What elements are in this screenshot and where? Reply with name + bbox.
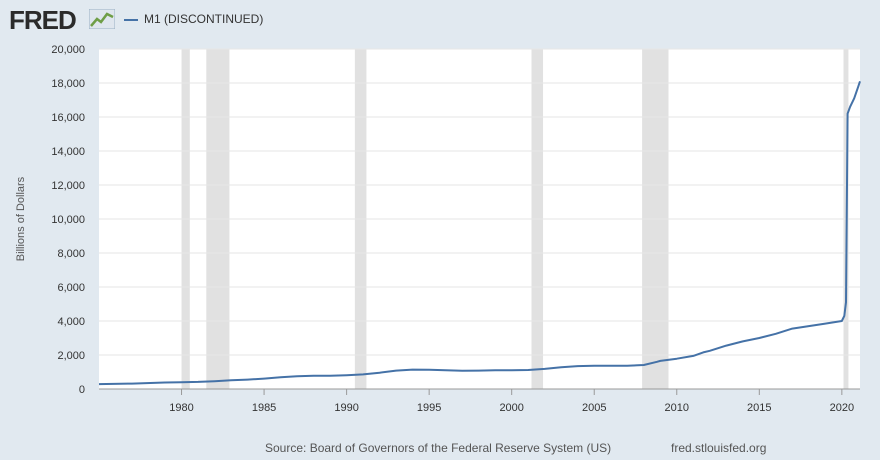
x-tick-label: 1990 [334,402,358,414]
y-axis-ticks: 0 2,000 4,000 6,000 8,000 10,000 12,000 14,000 1… [51,44,85,396]
y-tick-label: 4,000 [57,316,85,328]
x-tick-label: 2020 [830,402,854,414]
y-tick-label: 6,000 [57,282,85,294]
x-tick-label: 1995 [417,402,441,414]
x-tick-label: 2010 [665,402,689,414]
trend-line-icon [89,9,115,29]
x-tick-label: 1980 [169,402,193,414]
gridlines [99,48,860,356]
x-axis-ticks: 1980 1985 1990 1995 2000 2005 2010 2015 2020 [169,389,854,414]
y-tick-label: 20,000 [51,44,85,56]
legend-swatch [124,19,138,21]
source-note: Source: Board of Governors of the Federa… [265,441,612,455]
x-tick-label: 2000 [499,402,523,414]
series-line-0[interactable] [98,80,861,386]
y-tick-label: 8,000 [57,248,85,260]
y-tick-label: 0 [79,384,85,396]
y-tick-label: 2,000 [57,350,85,362]
y-axis-title: Billions of Dollars [15,176,27,261]
chart-header: FRED M1 (DISCONTINUED) [0,0,880,42]
x-tick-label: 2015 [747,402,771,414]
x-tick-label: 1985 [252,402,276,414]
x-tick-label: 2005 [582,402,606,414]
fred-logo[interactable]: FRED [9,5,77,35]
y-tick-label: 12,000 [51,180,85,192]
y-tick-label: 18,000 [51,78,85,90]
y-tick-label: 16,000 [51,112,85,124]
source-url[interactable]: fred.stlouisfed.org [671,441,767,455]
legend-series-label[interactable]: M1 (DISCONTINUED) [144,12,264,26]
y-tick-label: 14,000 [51,146,85,158]
series-layer [98,80,861,386]
chart-svg: 0 2,000 4,000 6,000 8,000 10,000 12,000 14,000 1… [15,44,861,414]
y-tick-label: 10,000 [51,214,85,226]
